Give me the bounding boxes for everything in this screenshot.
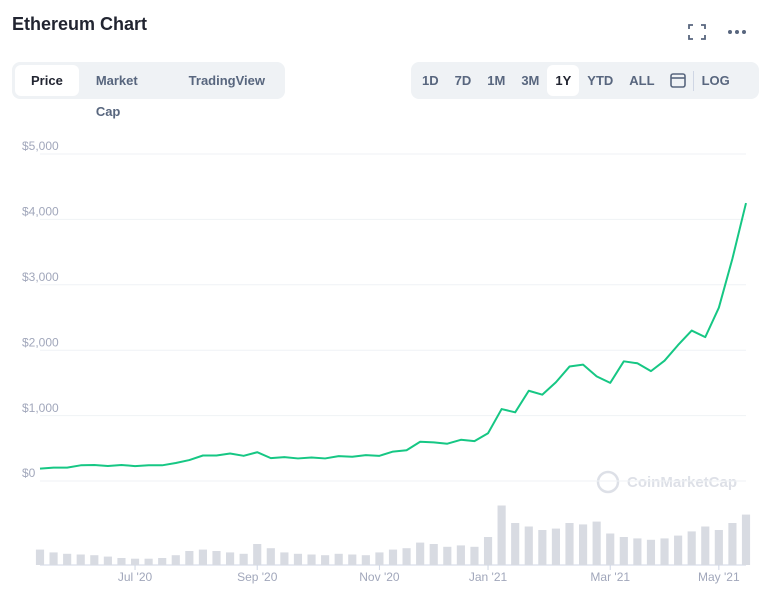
volume-bar <box>117 558 126 565</box>
volume-bar <box>633 538 642 565</box>
volume-bar <box>90 555 99 565</box>
volume-bar <box>375 552 384 565</box>
x-tick-label: Mar '21 <box>590 570 630 584</box>
volume-bar <box>334 553 343 565</box>
volume-bar <box>402 548 411 565</box>
volume-bar <box>144 558 153 565</box>
volume-bar <box>714 530 723 565</box>
volume-bar <box>606 533 615 565</box>
volume-bar <box>226 552 235 565</box>
y-tick-label: $2,000 <box>22 335 59 349</box>
volume-bar <box>266 548 275 565</box>
volume-bar <box>687 531 696 565</box>
volume-bar <box>130 558 140 565</box>
volume-bar <box>456 545 465 565</box>
volume-bar <box>511 523 520 565</box>
volume-bar <box>35 549 45 565</box>
volume-bar <box>646 539 656 565</box>
range[interactable]: YTD <box>587 73 614 88</box>
watermark: CoinMarketCap <box>596 470 737 494</box>
price-line <box>39 202 747 470</box>
volume-bar <box>293 553 303 565</box>
range-group: 1D 7D 1M 3M 1Y YTD ALL LOG <box>411 62 759 99</box>
volume-bar <box>470 546 479 565</box>
x-tick-label: Nov '20 <box>359 570 400 584</box>
watermark-text: CoinMarketCap <box>627 474 737 491</box>
range[interactable]: 1D <box>422 73 439 88</box>
volume-bar <box>674 535 683 565</box>
y-tick-label: $1,000 <box>22 401 59 415</box>
scale-button[interactable]: LOG <box>701 73 730 88</box>
tab-group: Price Market Cap TradingView <box>12 62 285 119</box>
volume-bar <box>579 524 588 565</box>
volume-bar <box>212 551 221 565</box>
volume-bar <box>253 544 262 565</box>
volume-bar <box>103 556 112 565</box>
y-tick-label: $4,000 <box>22 205 59 219</box>
volume-bar <box>280 552 289 565</box>
volume-bar <box>741 514 751 565</box>
volume-bar <box>483 537 493 565</box>
tab[interactable]: Market Cap <box>95 73 138 119</box>
volume-bar <box>239 553 248 565</box>
volume-bar <box>416 542 425 565</box>
calendar-icon[interactable] <box>663 71 693 91</box>
volume-bar <box>321 555 330 565</box>
range[interactable]: 7D <box>454 73 472 88</box>
x-tick-label: Jul '20 <box>118 570 153 584</box>
y-tick-label: $5,000 <box>22 139 59 153</box>
volume-bar <box>76 554 85 565</box>
fullscreen-icon[interactable] <box>688 24 706 40</box>
volume-bar <box>728 523 737 565</box>
volume-bar <box>158 558 167 565</box>
y-tick-label: $3,000 <box>22 270 59 284</box>
volume-bar <box>49 552 58 565</box>
volume-bar <box>619 537 628 565</box>
range[interactable]: 3M <box>521 73 540 88</box>
volume-bar <box>592 521 601 565</box>
volume-bar <box>348 554 357 565</box>
range[interactable]: ALL <box>629 73 655 88</box>
volume-bar <box>198 549 207 565</box>
volume-bar <box>443 546 452 565</box>
volume-bar <box>185 551 194 565</box>
range[interactable]: 1Y <box>547 65 580 96</box>
volume-bar <box>63 553 72 565</box>
volume-bar <box>307 554 316 565</box>
x-tick-label: Jan '21 <box>469 570 508 584</box>
title: Ethereum Chart <box>12 14 148 34</box>
y-tick-label: $0 <box>22 466 36 480</box>
tab[interactable]: Price <box>15 65 79 96</box>
divider <box>692 70 694 91</box>
x-tick-label: May '21 <box>698 570 740 584</box>
more-icon[interactable] <box>727 28 747 36</box>
volume-bar <box>660 538 669 565</box>
x-tick-label: Sep '20 <box>237 570 278 584</box>
volume-bar <box>701 526 710 565</box>
volume-bar <box>171 555 180 565</box>
tab[interactable]: TradingView <box>188 73 265 88</box>
volume-bar <box>429 544 438 565</box>
range[interactable]: 1M <box>487 73 506 88</box>
volume-bar <box>565 523 574 565</box>
volume-bar <box>497 505 506 565</box>
volume-bar <box>538 530 547 565</box>
volume-bar <box>524 526 533 565</box>
volume-bar <box>551 528 560 565</box>
volume-bar <box>361 555 370 565</box>
volume-bar <box>388 549 398 565</box>
